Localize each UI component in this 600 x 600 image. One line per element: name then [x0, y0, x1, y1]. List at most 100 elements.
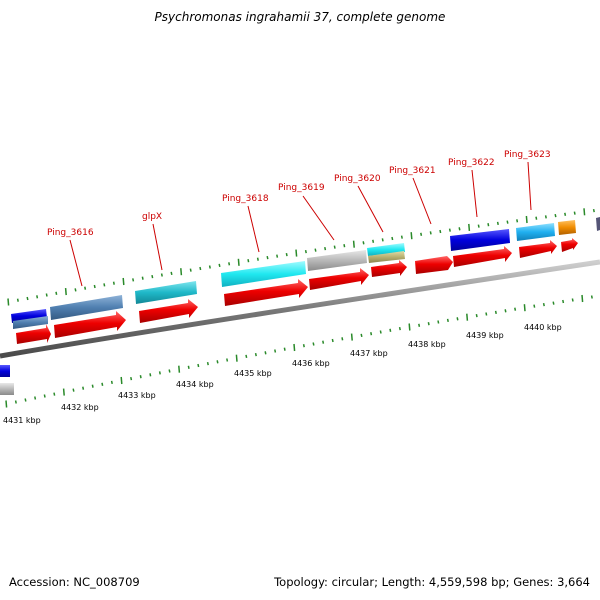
minor-tick — [343, 244, 346, 248]
scale-label-4436: 4436 kbp — [292, 359, 330, 368]
leader-ping-3619 — [302, 195, 335, 241]
minor-tick — [552, 301, 555, 305]
genome-backbone — [0, 259, 600, 359]
scale-label-4440: 4440 kbp — [524, 323, 562, 332]
minor-tick — [590, 295, 593, 299]
minor-tick — [516, 219, 519, 223]
scale-label-4433: 4433 kbp — [118, 391, 156, 400]
gene-arrow-glpx[interactable] — [139, 299, 198, 323]
major-tick — [583, 208, 586, 216]
minor-tick — [564, 212, 567, 216]
gene-label-ping-3616[interactable]: Ping_3616 — [47, 228, 94, 238]
gene-arrow-3620[interactable] — [371, 260, 407, 277]
gene-arrow-3619[interactable] — [309, 268, 369, 290]
minor-tick — [82, 386, 85, 390]
gene-label-glpx[interactable]: glpX — [142, 212, 162, 222]
minor-tick — [400, 235, 403, 239]
leader-ping-3616 — [69, 239, 83, 287]
minor-tick — [487, 223, 490, 227]
feature-teal-glpx[interactable] — [135, 281, 197, 304]
gene-arrow-3621[interactable] — [415, 256, 453, 274]
leader-ping-3622 — [471, 169, 478, 218]
minor-tick — [26, 296, 29, 301]
major-tick — [523, 304, 526, 312]
minor-tick — [544, 215, 547, 219]
gene-arrow-3618[interactable] — [224, 279, 308, 306]
minor-tick — [592, 208, 595, 213]
minor-tick — [139, 375, 142, 379]
minor-tick — [571, 298, 574, 302]
feature-blue-1[interactable] — [11, 309, 47, 323]
minor-tick — [494, 310, 497, 315]
minor-tick — [381, 238, 384, 242]
map-title: Psychromonas ingrahamii 37, complete gen… — [154, 10, 446, 24]
minor-tick — [333, 245, 336, 249]
minor-tick — [91, 384, 94, 388]
minor-tick — [72, 388, 75, 392]
minor-tick — [245, 354, 248, 359]
minor-tick — [485, 312, 488, 316]
minor-tick — [302, 344, 305, 348]
feature-olive-3620[interactable] — [368, 251, 405, 263]
gene-arrow-3623[interactable] — [519, 240, 557, 258]
minor-tick — [379, 330, 382, 334]
minor-tick — [264, 351, 267, 355]
scale-label-4439: 4439 kbp — [466, 331, 504, 340]
feature-sky-3623[interactable] — [516, 223, 555, 241]
minor-tick — [391, 236, 394, 241]
gene-label-ping-3618[interactable]: Ping_3618 — [222, 194, 269, 204]
minor-tick — [103, 283, 106, 287]
gene-label-ping-3622[interactable]: Ping_3622 — [448, 158, 495, 168]
leader-ping-3621 — [412, 177, 432, 225]
major-tick — [178, 365, 181, 373]
gene-label-ping-3621[interactable]: Ping_3621 — [389, 166, 436, 176]
minor-tick — [132, 278, 135, 282]
scale-label-4431: 4431 kbp — [3, 416, 41, 425]
gene-label-ping-3619[interactable]: Ping_3619 — [278, 183, 325, 193]
major-tick — [235, 354, 238, 362]
minor-tick — [504, 309, 507, 313]
feature-edge[interactable] — [596, 217, 600, 231]
minor-tick — [187, 365, 190, 369]
feature-cyan-3618[interactable] — [221, 261, 306, 287]
minor-tick — [254, 352, 257, 357]
minor-tick — [420, 232, 423, 236]
minor-tick — [158, 371, 161, 375]
major-tick — [7, 298, 10, 306]
feature-steel-2[interactable] — [50, 295, 123, 320]
minor-tick — [437, 320, 440, 324]
major-tick — [468, 223, 471, 231]
gene-arrow-last[interactable] — [561, 238, 578, 252]
minor-tick — [554, 213, 557, 218]
minor-tick — [149, 373, 152, 377]
gene-label-ping-3620[interactable]: Ping_3620 — [334, 174, 381, 184]
feature-orange[interactable] — [558, 220, 576, 235]
minor-tick — [170, 271, 173, 276]
minor-tick — [14, 400, 17, 404]
major-tick — [410, 232, 413, 240]
minor-tick — [283, 347, 286, 351]
minor-tick — [36, 295, 39, 299]
feature-track — [11, 217, 600, 329]
scale-labels: 4431 kbp 4432 kbp 4433 kbp 4434 kbp 4435… — [3, 323, 562, 425]
gene-arrow-3616[interactable] — [54, 311, 126, 338]
minor-tick — [573, 211, 576, 215]
minor-tick — [496, 221, 499, 226]
minor-tick — [562, 299, 565, 304]
minor-tick — [448, 228, 451, 232]
minor-tick — [429, 231, 432, 235]
feature-steel-1[interactable] — [13, 316, 48, 329]
minor-tick — [101, 382, 104, 386]
minor-tick — [314, 248, 317, 252]
feature-blue-3622[interactable] — [450, 229, 510, 251]
minor-tick — [362, 241, 365, 245]
minor-tick — [130, 376, 133, 381]
feature-gray-3619[interactable] — [307, 250, 367, 271]
scale-label-4434: 4434 kbp — [176, 380, 214, 389]
gene-arrow-1[interactable] — [16, 324, 51, 344]
major-tick — [122, 277, 125, 286]
gene-label-ping-3623[interactable]: Ping_3623 — [504, 150, 551, 160]
gene-arrow-3622[interactable] — [453, 246, 512, 267]
scale-label-4437: 4437 kbp — [350, 349, 388, 358]
